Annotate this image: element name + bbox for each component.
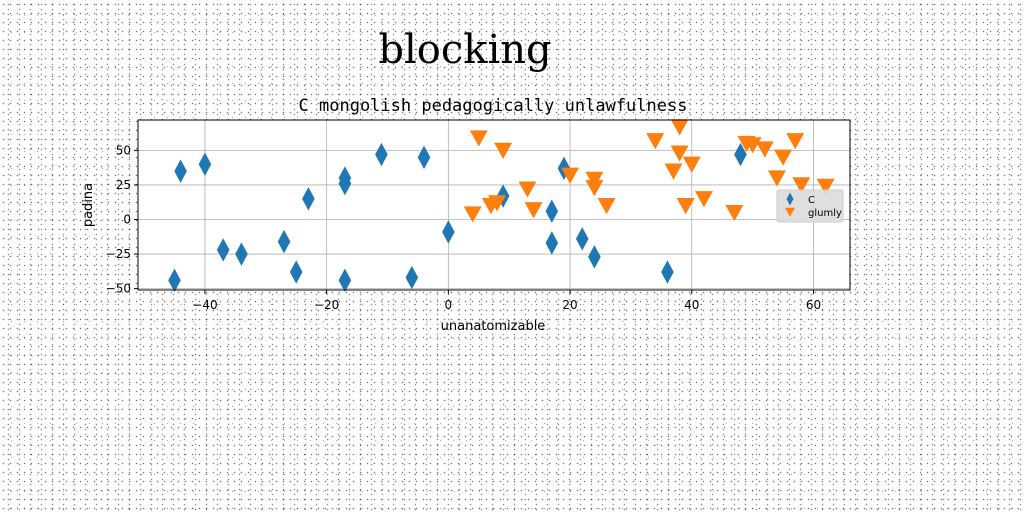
point-c (338, 268, 352, 293)
legend-marker-glumly (785, 207, 795, 217)
point-c (289, 260, 303, 284)
point-c (661, 260, 674, 284)
point-glumly (585, 171, 604, 188)
point-glumly (664, 163, 683, 180)
axis-ticks: −40 −20 0 20 40 60 −50 −25 0 25 50 (106, 143, 821, 312)
legend-box (776, 189, 844, 223)
x-tick-label: 40 (684, 298, 699, 312)
point-glumly (494, 142, 513, 159)
point-c (442, 220, 455, 244)
point-glumly (743, 137, 762, 154)
point-glumly (469, 130, 488, 147)
x-axis-label: unanatomizable (441, 319, 546, 334)
point-glumly (524, 202, 543, 219)
point-glumly (792, 177, 811, 194)
point-glumly (488, 195, 507, 212)
point-glumly (670, 145, 689, 162)
point-glumly (585, 180, 604, 197)
point-c (575, 227, 589, 251)
x-tick-label: 60 (806, 298, 821, 312)
point-glumly (561, 167, 580, 184)
legend-marker-c (786, 192, 794, 206)
point-c (545, 199, 559, 223)
point-glumly (463, 206, 482, 223)
y-tick-label: −50 (106, 282, 131, 296)
point-glumly (682, 156, 701, 173)
y-tick-label: 50 (116, 143, 131, 157)
point-glumly (676, 198, 695, 215)
point-glumly (725, 204, 744, 222)
y-axis-label: padina (81, 183, 96, 227)
plot-frame (137, 119, 851, 291)
chart-title: C mongolish pedagogically unlawfulness (299, 96, 688, 116)
x-tick-label: −40 (192, 298, 217, 312)
point-glumly (774, 149, 793, 166)
x-tick-label: 20 (562, 298, 577, 312)
point-glumly (755, 141, 774, 158)
point-c (338, 171, 352, 196)
grid-lines (138, 120, 850, 290)
y-tick-label: 25 (116, 178, 131, 192)
point-c (417, 145, 431, 170)
point-c (198, 152, 212, 176)
point-c (235, 242, 248, 266)
figure-title: blocking (378, 27, 551, 73)
point-c (588, 245, 601, 269)
point-c (405, 265, 419, 290)
legend-label-glumly: glumly (808, 208, 842, 219)
x-tick-label: 0 (445, 298, 453, 312)
point-glumly (646, 133, 665, 150)
y-tick-label: 0 (123, 213, 131, 227)
data-points (168, 119, 835, 293)
point-glumly (670, 119, 689, 136)
y-tick-label: −25 (106, 247, 131, 261)
point-c (302, 187, 315, 211)
point-c (375, 142, 388, 167)
point-glumly (816, 178, 835, 195)
point-c (277, 229, 291, 254)
point-c (168, 268, 181, 293)
point-glumly (767, 170, 786, 187)
x-tick-label: −20 (314, 298, 339, 312)
point-glumly (786, 133, 805, 150)
legend-label-c: C (808, 195, 815, 206)
point-c (734, 142, 747, 167)
point-glumly (518, 181, 537, 198)
point-c (545, 231, 559, 255)
point-c (174, 159, 187, 183)
point-glumly (597, 198, 616, 215)
point-c (216, 238, 230, 262)
point-glumly (694, 191, 713, 208)
